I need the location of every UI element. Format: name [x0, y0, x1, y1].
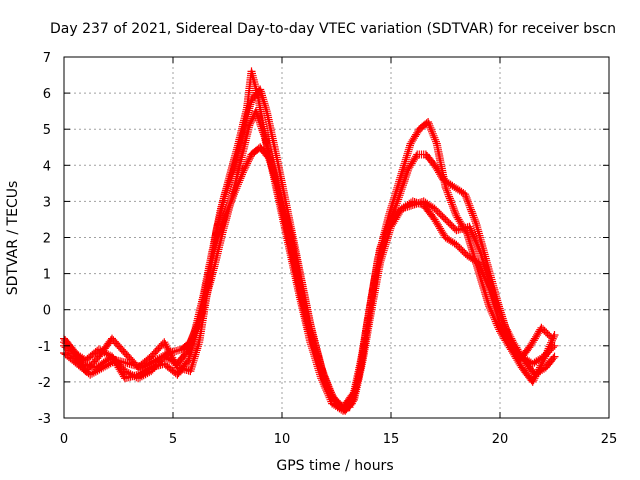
y-tick-label: 4 — [43, 159, 51, 174]
y-tick-label: 7 — [43, 51, 51, 66]
x-tick-label: 10 — [274, 432, 291, 447]
data-point-cluster — [121, 354, 193, 383]
x-tick-label: 20 — [492, 432, 509, 447]
grid-layer — [64, 57, 609, 418]
points-layer — [60, 67, 559, 415]
y-tick-label: 5 — [43, 123, 51, 138]
data-point-cluster — [293, 275, 322, 364]
data-point-cluster — [473, 223, 504, 313]
data-point-cluster — [387, 150, 434, 221]
y-tick-label: 1 — [43, 268, 51, 283]
data-point-cluster — [532, 352, 559, 378]
x-tick-label: 25 — [601, 432, 618, 447]
x-tick-label: 0 — [60, 432, 68, 447]
data-point-cluster — [214, 139, 245, 228]
chart-title: Day 237 of 2021, Sidereal Day-to-day VTE… — [50, 21, 616, 37]
data-point-cluster — [532, 323, 557, 343]
data-point-cluster — [236, 85, 272, 146]
y-tick-label: -1 — [38, 340, 51, 355]
y-tick-label: -3 — [38, 412, 51, 427]
data-point-cluster — [274, 190, 302, 282]
data-point-cluster — [367, 214, 395, 303]
y-tick-label: 3 — [43, 195, 51, 210]
data-point-cluster — [352, 297, 375, 389]
data-point-cluster — [454, 242, 502, 321]
x-tick-label: 15 — [383, 432, 400, 447]
plot-frame — [63, 56, 610, 419]
x-tick-label: 5 — [169, 432, 177, 447]
y-tick-label: 0 — [43, 304, 51, 319]
data-point-cluster — [389, 122, 427, 206]
data-point-cluster — [548, 341, 559, 352]
y-tick-label: -2 — [38, 376, 51, 391]
y-axis-label: SDTVAR / TECUs — [5, 181, 21, 296]
data-point-cluster — [314, 357, 360, 412]
data-point-cluster — [395, 197, 461, 249]
y-tick-label: 2 — [43, 232, 51, 247]
ticks-layer: 0 5 10 15 20 25 -3 -2 -1 0 1 2 3 4 5 6 7 — [38, 51, 617, 447]
data-point-cluster — [426, 156, 481, 230]
y-tick-label: 6 — [43, 87, 51, 102]
series-track-4 — [60, 107, 557, 412]
x-axis-label: GPS time / hours — [276, 458, 393, 474]
data-point-cluster — [252, 109, 283, 197]
data-point-cluster — [496, 306, 539, 365]
data-point-cluster — [229, 107, 260, 196]
data-point-cluster — [208, 189, 237, 279]
data-point-cluster — [185, 272, 216, 361]
